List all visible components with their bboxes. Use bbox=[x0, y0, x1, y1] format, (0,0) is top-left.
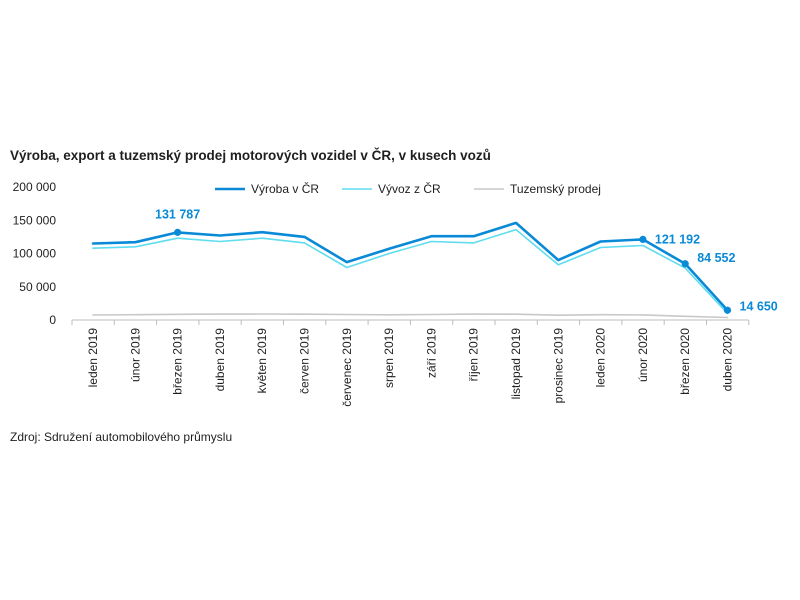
data-label: 14 650 bbox=[740, 299, 778, 313]
x-tick-label: květen 2019 bbox=[255, 328, 269, 394]
x-axis: leden 2019 únor 2019 březen 2019 duben 2019… bbox=[71, 319, 750, 407]
data-point-marker bbox=[681, 260, 689, 268]
x-tick-label: srpen 2019 bbox=[382, 328, 396, 388]
x-tick-label: červen 2019 bbox=[298, 328, 312, 394]
series-line-1 bbox=[92, 228, 729, 315]
x-tick-label: prosinec 2019 bbox=[551, 328, 565, 404]
x-tick-label: únor 2020 bbox=[636, 328, 650, 382]
x-tick-label: leden 2020 bbox=[594, 328, 608, 388]
y-axis: 0 50 000 100 000 150 000 200 000 bbox=[13, 180, 57, 327]
y-tick-label: 50 000 bbox=[19, 280, 56, 294]
x-tick-label: září 2019 bbox=[424, 328, 438, 378]
y-tick-label: 100 000 bbox=[13, 247, 57, 261]
series-line-2 bbox=[92, 313, 729, 319]
data-point-marker bbox=[174, 228, 182, 236]
y-tick-label: 200 000 bbox=[13, 180, 57, 194]
data-point-marker bbox=[639, 235, 647, 244]
legend-label: Výroba v ČR bbox=[251, 181, 319, 196]
data-label: 131 787 bbox=[155, 207, 200, 221]
chart-title: Výroba, export a tuzemský prodej motorov… bbox=[10, 148, 491, 163]
x-tick-label: listopad 2019 bbox=[509, 328, 523, 400]
x-tick-label: červenec 2019 bbox=[340, 328, 354, 407]
series-line-0 bbox=[91, 221, 729, 312]
x-tick-label: březen 2019 bbox=[171, 328, 185, 395]
y-tick-label: 150 000 bbox=[13, 213, 57, 227]
x-tick-label: říjen 2019 bbox=[467, 328, 481, 382]
y-tick-label: 0 bbox=[49, 313, 56, 327]
legend-label: Vývoz z ČR bbox=[378, 181, 441, 196]
annotation-markers: 131 787 121 192 84 552 14 650 bbox=[155, 207, 778, 314]
x-tick-label: duben 2019 bbox=[213, 328, 227, 392]
x-tick-label: březen 2020 bbox=[678, 328, 692, 395]
data-point-marker bbox=[723, 306, 732, 314]
series-lines bbox=[91, 221, 729, 319]
x-tick-label: duben 2020 bbox=[721, 328, 735, 392]
legend-label: Tuzemský prodej bbox=[510, 182, 601, 196]
x-tick-label: únor 2019 bbox=[128, 328, 142, 382]
source-note: Zdroj: Sdružení automobilového průmyslu bbox=[10, 430, 233, 444]
legend: Výroba v ČR Vývoz z ČR Tuzemský prodej bbox=[215, 181, 601, 196]
data-label: 121 192 bbox=[655, 232, 700, 246]
x-tick-label: leden 2019 bbox=[86, 328, 100, 388]
data-label: 84 552 bbox=[697, 251, 735, 265]
